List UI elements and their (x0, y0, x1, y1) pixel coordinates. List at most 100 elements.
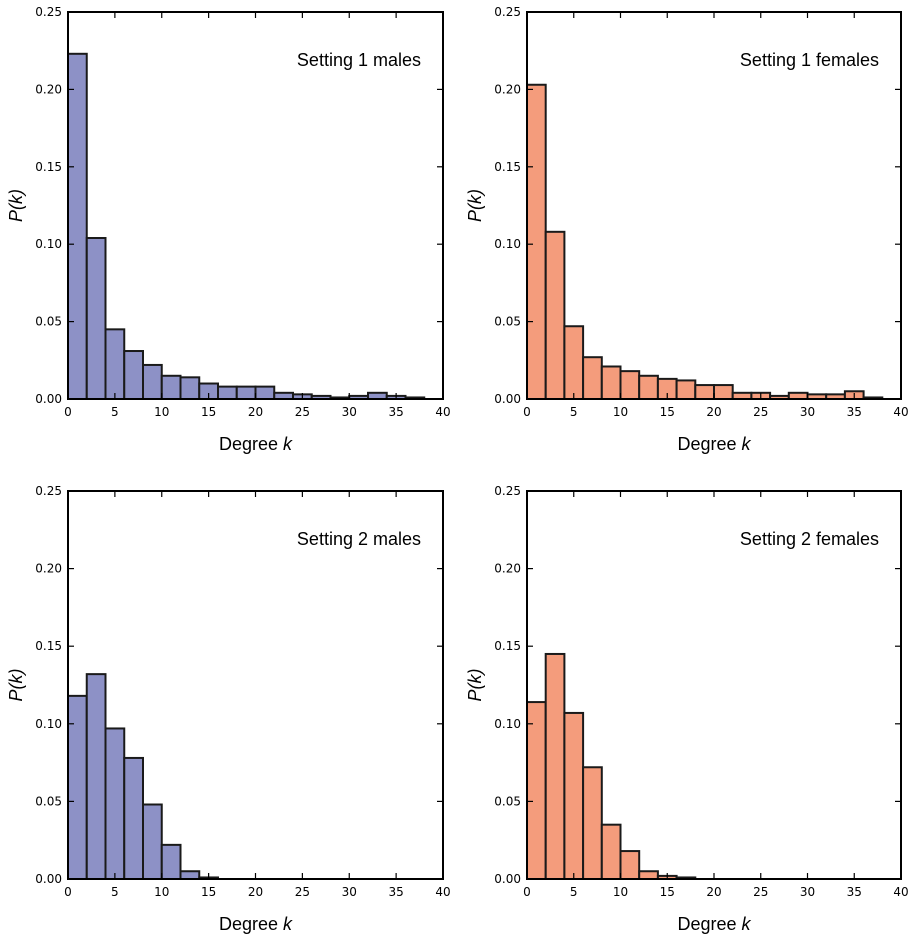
histogram-bar (600, 823, 622, 880)
x-tick-label: 10 (154, 885, 169, 899)
y-tick-label: 0.00 (494, 872, 521, 886)
histogram-bar (142, 803, 163, 881)
x-tick-label: 20 (706, 885, 721, 899)
y-tick-label: 0.10 (494, 237, 521, 251)
chart-panels: 0 5 10 15 20 25 30 35 40 0.00 0.05 0.10 0.15 0.20 0.25… (6, 5, 909, 934)
histogram-bar (85, 237, 107, 400)
histogram-bar (142, 363, 163, 400)
histogram-bars (526, 652, 697, 881)
x-tick-label: 30 (800, 405, 815, 419)
histogram-bar (600, 365, 622, 401)
chart-panel-3: 0 5 10 15 20 25 30 35 40 0.00 0.05 0.10 0.15 0.20 0.25… (6, 484, 451, 934)
histogram-bars (526, 83, 884, 401)
x-tick-label: 0 (523, 405, 531, 419)
histogram-bar (544, 230, 566, 400)
y-tick-label: 0.05 (35, 315, 62, 329)
x-tick-label: 5 (570, 405, 578, 419)
y-tick-label: 0.20 (35, 82, 62, 96)
x-tick-label: 20 (706, 405, 721, 419)
histogram-bar (544, 652, 566, 881)
histogram-bar (582, 766, 603, 880)
histogram-bar (179, 376, 201, 401)
chart-panel-1: 0 5 10 15 20 25 30 35 40 0.00 0.05 0.10 0.15 0.20 0.25… (6, 5, 451, 454)
x-tick-label: 30 (800, 885, 815, 899)
histogram-bar (619, 850, 641, 881)
y-tick-label: 0.15 (494, 639, 521, 653)
histogram-bar (235, 385, 257, 400)
x-tick-label: 40 (893, 885, 908, 899)
panel-annotation: Setting 2 females (740, 529, 879, 549)
y-tick-label: 0.05 (35, 794, 62, 808)
x-axis-label: Degree k (677, 914, 751, 934)
x-tick-label: 0 (523, 885, 531, 899)
x-tick-label: 15 (660, 885, 675, 899)
histogram-bar (694, 384, 715, 400)
y-axis-label: P(k) (6, 189, 26, 222)
x-tick-label: 30 (342, 885, 357, 899)
histogram-bar (123, 756, 144, 880)
x-tick-label: 10 (154, 405, 169, 419)
histogram-bar (619, 370, 641, 400)
y-tick-label: 0.10 (35, 237, 62, 251)
y-axis-label: P(k) (465, 189, 485, 222)
x-tick-label: 0 (64, 885, 72, 899)
x-tick-label: 20 (248, 405, 263, 419)
histogram-bar (713, 384, 734, 400)
x-tick-label: 35 (847, 885, 862, 899)
x-axis-label: Degree k (219, 434, 293, 454)
x-tick-label: 15 (201, 885, 216, 899)
histogram-bar (638, 374, 659, 400)
histogram-bar (563, 711, 585, 880)
histogram-bar (254, 385, 276, 400)
x-tick-label: 35 (388, 405, 403, 419)
panel-annotation: Setting 2 males (297, 529, 421, 549)
x-tick-label: 35 (847, 405, 862, 419)
x-tick-label: 35 (388, 885, 403, 899)
histogram-bars (67, 673, 219, 881)
histogram-bar (104, 328, 126, 400)
x-tick-label: 15 (201, 405, 216, 419)
y-tick-label: 0.20 (35, 562, 62, 576)
x-tick-label: 5 (570, 885, 578, 899)
x-tick-label: 25 (295, 885, 310, 899)
y-axis-label: P(k) (6, 669, 26, 702)
x-axis-label: Degree k (219, 914, 293, 934)
x-tick-label: 0 (64, 405, 72, 419)
histogram-bar (160, 843, 182, 881)
y-tick-label: 0.25 (494, 5, 521, 19)
histogram-bar (582, 356, 603, 401)
y-tick-label: 0.05 (494, 794, 521, 808)
x-tick-label: 10 (613, 405, 628, 419)
y-tick-label: 0.00 (35, 392, 62, 406)
x-tick-label: 25 (295, 405, 310, 419)
y-tick-label: 0.00 (35, 872, 62, 886)
y-tick-label: 0.00 (494, 392, 521, 406)
histogram-bars (67, 52, 426, 401)
histogram-bar (638, 870, 659, 880)
x-tick-label: 5 (111, 405, 119, 419)
y-tick-label: 0.10 (494, 717, 521, 731)
x-tick-label: 25 (753, 885, 768, 899)
y-axis-label: P(k) (465, 669, 485, 702)
y-tick-label: 0.25 (35, 484, 62, 498)
histogram-bar (179, 870, 201, 880)
x-tick-label: 40 (893, 405, 908, 419)
y-tick-label: 0.05 (494, 315, 521, 329)
histogram-bar (563, 325, 585, 400)
panel-annotation: Setting 1 males (297, 50, 421, 70)
histogram-bar (675, 379, 697, 401)
histogram-bar (67, 52, 88, 401)
x-tick-label: 10 (613, 885, 628, 899)
x-tick-label: 25 (753, 405, 768, 419)
x-axis-label: Degree k (677, 434, 751, 454)
histogram-bar (217, 385, 238, 400)
x-tick-label: 40 (435, 405, 450, 419)
histogram-bar (123, 350, 144, 400)
histogram-bar (526, 701, 547, 881)
x-tick-label: 15 (660, 405, 675, 419)
histogram-bar (160, 374, 182, 400)
x-tick-label: 40 (435, 885, 450, 899)
y-tick-label: 0.20 (494, 562, 521, 576)
x-tick-label: 20 (248, 885, 263, 899)
